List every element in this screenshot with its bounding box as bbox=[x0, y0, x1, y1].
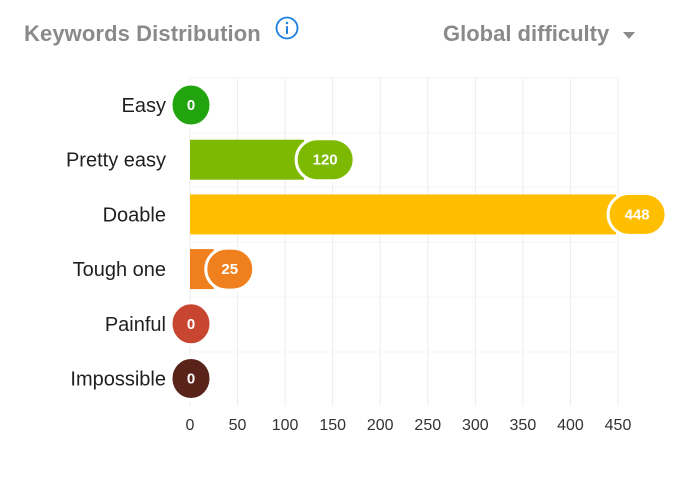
data-label-3: 25 bbox=[221, 261, 238, 278]
data-label-2: 448 bbox=[625, 206, 650, 223]
x-tick-label-8: 400 bbox=[557, 417, 584, 434]
value-badge-0 bbox=[169, 82, 213, 128]
chart-area: Easy 0 Pretty easy 120 Doable 448 Tough one 25 P… bbox=[0, 74, 680, 444]
value-badge-3 bbox=[204, 246, 256, 292]
value-badge-5 bbox=[169, 356, 213, 401]
x-tick-label-3: 150 bbox=[319, 417, 346, 434]
data-label-4: 0 bbox=[187, 316, 195, 333]
category-label-1: Pretty easy bbox=[66, 150, 166, 172]
data-label-0: 0 bbox=[187, 97, 195, 114]
x-tick-label-1: 50 bbox=[229, 417, 247, 434]
x-tick-label-2: 100 bbox=[272, 417, 299, 434]
bar-2[interactable] bbox=[190, 194, 617, 235]
difficulty-dropdown[interactable]: Global difficulty bbox=[443, 20, 636, 48]
category-label-5: Impossible bbox=[70, 369, 166, 391]
x-tick-label-6: 300 bbox=[462, 417, 489, 434]
x-tick-label-4: 200 bbox=[367, 417, 394, 434]
bar-1[interactable] bbox=[190, 139, 305, 180]
info-icon[interactable] bbox=[275, 16, 299, 40]
bar-chart: Easy 0 Pretty easy 120 Doable 448 Tough one 25 P… bbox=[66, 77, 668, 434]
category-label-0: Easy bbox=[122, 95, 166, 117]
value-badge-4 bbox=[169, 301, 213, 347]
chevron-down-icon bbox=[623, 31, 636, 39]
x-tick-label-7: 350 bbox=[510, 417, 537, 434]
x-tick-label-0: 0 bbox=[186, 417, 195, 434]
category-label-2: Doable bbox=[103, 204, 166, 226]
x-tick-label-5: 250 bbox=[414, 417, 441, 434]
x-tick-label-9: 450 bbox=[605, 417, 632, 434]
dropdown-label: Global difficulty bbox=[443, 21, 610, 46]
category-label-4: Painful bbox=[105, 314, 166, 336]
value-badge-2 bbox=[606, 191, 668, 237]
value-badge-1 bbox=[294, 137, 356, 183]
category-label-3: Tough one bbox=[73, 259, 166, 281]
data-label-5: 0 bbox=[187, 371, 195, 388]
chart-title: Keywords Distribution bbox=[24, 21, 261, 46]
data-label-1: 120 bbox=[313, 152, 338, 169]
